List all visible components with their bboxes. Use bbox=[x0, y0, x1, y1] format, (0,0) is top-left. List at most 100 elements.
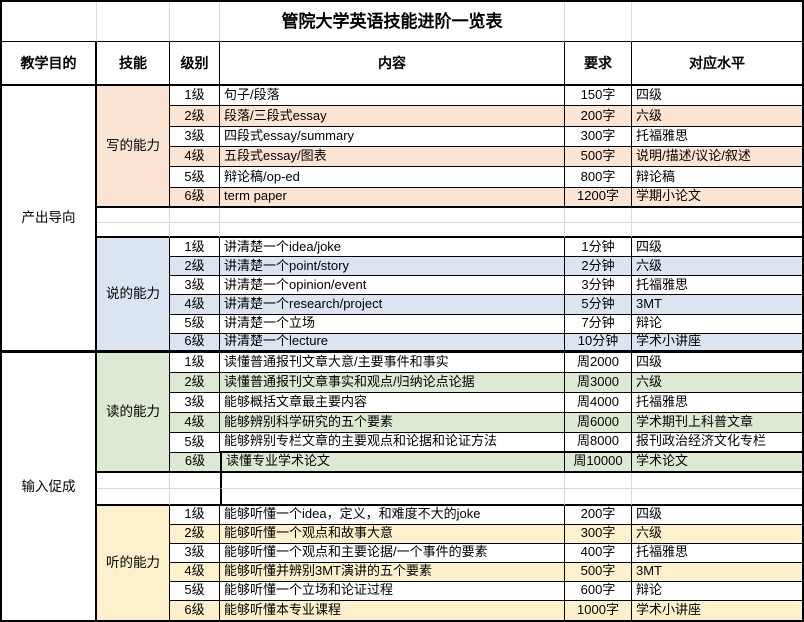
title-row-spacer bbox=[170, 2, 220, 42]
content-cell: 能够概括文章最主要内容 bbox=[220, 392, 565, 413]
skill-reading: 读的能力 bbox=[97, 352, 170, 473]
requirement-cell: 500字 bbox=[565, 146, 632, 168]
content-cell: 能够听懂并辨别3MT演讲的五个要素 bbox=[220, 562, 565, 582]
requirement-cell: 周6000 bbox=[565, 412, 632, 433]
level-cell: 6级 bbox=[170, 600, 220, 620]
level-cell: 1级 bbox=[170, 505, 220, 525]
content-cell: 五段式essay/图表 bbox=[220, 146, 565, 168]
col-header-content: 内容 bbox=[220, 42, 565, 86]
level-cell: 1级 bbox=[170, 352, 220, 373]
title-row-spacer bbox=[97, 2, 170, 42]
skill-listening: 听的能力 bbox=[97, 505, 170, 620]
level-cell: 4级 bbox=[170, 412, 220, 433]
requirement-cell: 3分钟 bbox=[565, 276, 632, 296]
content-cell: 读懂普通报刊文章大意/主要事件和事实 bbox=[220, 352, 565, 373]
level-cell: 1级 bbox=[170, 237, 220, 258]
target-cell: 辩论稿 bbox=[632, 167, 802, 188]
spacer-cell bbox=[632, 473, 802, 490]
purpose-group-input: 输入促成 bbox=[2, 352, 97, 620]
content-cell: 句子/段落 bbox=[220, 86, 565, 107]
target-cell: 四级 bbox=[632, 353, 802, 373]
spacer-cell bbox=[97, 207, 170, 223]
requirement-cell: 10分钟 bbox=[565, 333, 632, 353]
level-cell: 2级 bbox=[170, 524, 220, 544]
content-cell: 读懂普通报刊文章事实和观点/归纳论点论据 bbox=[220, 372, 565, 393]
requirement-cell: 150字 bbox=[565, 86, 632, 107]
spacer-cell bbox=[565, 222, 632, 238]
col-header-level: 级别 bbox=[170, 42, 220, 86]
requirement-cell: 300字 bbox=[565, 126, 632, 147]
level-cell: 2级 bbox=[170, 257, 220, 277]
spacer-cell bbox=[632, 208, 802, 223]
content-cell: 讲清楚一个opinion/event bbox=[220, 276, 565, 296]
requirement-cell: 1分钟 bbox=[565, 237, 632, 258]
target-cell: 学术小讲座 bbox=[632, 333, 802, 353]
target-cell: 报刊政治经济文化专栏 bbox=[632, 433, 802, 453]
requirement-cell: 400字 bbox=[565, 543, 632, 563]
requirement-cell: 5分钟 bbox=[565, 295, 632, 315]
col-header-target: 对应水平 bbox=[632, 42, 802, 86]
target-cell: 六级 bbox=[632, 524, 802, 544]
skill-writing: 写的能力 bbox=[97, 86, 170, 208]
spacer-cell bbox=[220, 207, 565, 223]
title-row-spacer bbox=[632, 2, 802, 42]
spacer-cell bbox=[170, 489, 220, 506]
target-cell: 四级 bbox=[632, 506, 802, 525]
target-cell: 四级 bbox=[632, 238, 802, 258]
spacer-cell bbox=[632, 489, 802, 506]
requirement-cell: 周2000 bbox=[565, 352, 632, 373]
target-cell: 辩论 bbox=[632, 582, 802, 601]
requirement-cell: 1200字 bbox=[565, 187, 632, 208]
content-cell: 讲清楚一个idea/joke bbox=[220, 237, 565, 258]
requirement-cell: 7分钟 bbox=[565, 314, 632, 334]
purpose-group-output: 产出导向 bbox=[2, 86, 97, 353]
content-cell: term paper bbox=[220, 187, 565, 208]
level-cell: 4级 bbox=[170, 562, 220, 582]
requirement-cell: 周4000 bbox=[565, 392, 632, 413]
spacer-cell bbox=[97, 222, 170, 238]
target-cell: 托福雅思 bbox=[632, 276, 802, 296]
content-cell: 能够听懂一个idea，定义，和难度不大的joke bbox=[220, 505, 565, 525]
target-cell: 学术小讲座 bbox=[632, 600, 802, 620]
target-cell: 托福雅思 bbox=[632, 127, 802, 147]
requirement-cell: 周3000 bbox=[565, 372, 632, 393]
spacer-cell bbox=[170, 207, 220, 223]
requirement-cell: 周10000 bbox=[565, 452, 632, 473]
requirement-cell: 2分钟 bbox=[565, 257, 632, 277]
level-cell: 6级 bbox=[170, 452, 220, 473]
content-cell: 能够听懂本专业课程 bbox=[220, 600, 565, 620]
level-cell: 6级 bbox=[170, 333, 220, 353]
level-cell: 4级 bbox=[170, 146, 220, 168]
level-cell: 5级 bbox=[170, 167, 220, 188]
target-cell: 托福雅思 bbox=[632, 544, 802, 563]
level-cell: 5级 bbox=[170, 432, 220, 453]
target-cell: 3MT bbox=[632, 562, 802, 582]
col-header-purpose: 教学目的 bbox=[2, 42, 97, 86]
content-cell: 能够辨别科学研究的五个要素 bbox=[220, 412, 565, 433]
level-cell: 3级 bbox=[170, 543, 220, 563]
target-cell: 学期小论文 bbox=[632, 187, 802, 208]
content-cell: 读懂专业学术论文 bbox=[220, 452, 565, 473]
requirement-cell: 200字 bbox=[565, 505, 632, 525]
level-cell: 5级 bbox=[170, 581, 220, 601]
content-cell: 能够辨别专栏文章的主要观点和论据和论证方法 bbox=[220, 432, 565, 453]
requirement-cell: 500字 bbox=[565, 562, 632, 582]
level-cell: 4级 bbox=[170, 295, 220, 315]
spacer-cell bbox=[565, 489, 632, 506]
skill-speaking: 说的能力 bbox=[97, 237, 170, 353]
content-cell: 四段式essay/summary bbox=[220, 126, 565, 147]
content-cell: 能够听懂一个观点和故事大意 bbox=[220, 524, 565, 544]
spacer-cell bbox=[565, 207, 632, 223]
content-cell: 讲清楚一个research/project bbox=[220, 295, 565, 315]
requirement-cell: 1000字 bbox=[565, 600, 632, 620]
title-row-spacer bbox=[2, 2, 97, 42]
content-cell: 能够听懂一个观点和主要论据/一个事件的要素 bbox=[220, 543, 565, 563]
target-cell: 六级 bbox=[632, 106, 802, 127]
requirement-cell: 300字 bbox=[565, 524, 632, 544]
content-cell: 能够听懂一个立场和论证过程 bbox=[220, 581, 565, 601]
level-cell: 5级 bbox=[170, 314, 220, 334]
col-header-requirement: 要求 bbox=[565, 42, 632, 86]
target-cell: 六级 bbox=[632, 257, 802, 277]
content-cell: 段落/三段式essay bbox=[220, 106, 565, 127]
